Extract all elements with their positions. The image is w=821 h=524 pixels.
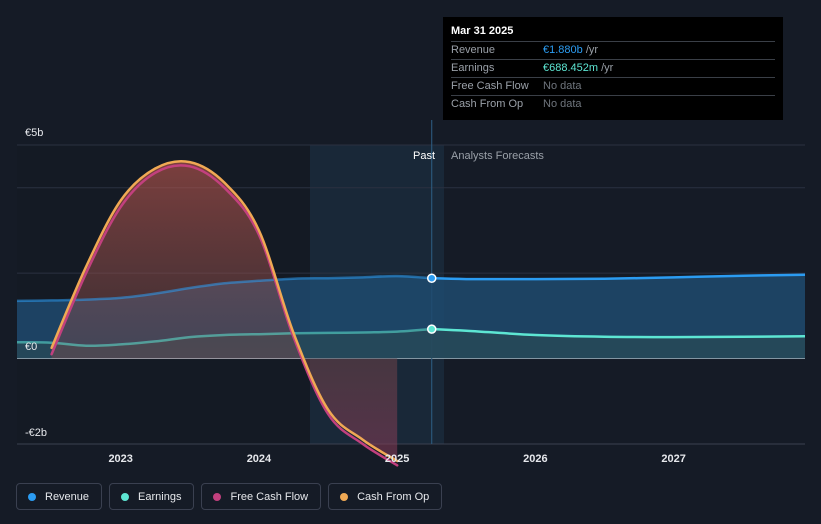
tooltip-value: €1.880b (543, 44, 583, 56)
tooltip-row-free-cash-flow: Free Cash Flow No data (451, 77, 775, 95)
earnings-marker (426, 324, 437, 334)
legend-label: Revenue (45, 490, 90, 503)
tooltip-unit: /yr (582, 44, 599, 56)
x-tick-label: 2024 (247, 453, 272, 465)
y-tick-label: -€2b (25, 427, 47, 439)
tooltip-value: €688.452m (543, 62, 599, 74)
tooltip-label: Earnings (451, 62, 495, 74)
x-tick-label: 2027 (661, 453, 685, 465)
revenue-line-past (16, 274, 432, 303)
forecast-label: Analysts Forecasts (451, 150, 544, 162)
tooltip-row-earnings: Earnings €688.452m /yr (451, 59, 775, 77)
tooltip-row-revenue: Revenue €1.880b /yr (451, 41, 775, 59)
earnings-line-forecast (431, 327, 806, 339)
cash-from-op-area (51, 161, 398, 462)
earnings-line-past (16, 327, 432, 348)
tooltip-row-cash-from-op: Cash From Op No data (451, 95, 775, 113)
tooltip: Mar 31 2025 Revenue €1.880b /yr Earnings… (443, 17, 783, 120)
revenue-line-forecast (431, 273, 806, 281)
x-tick-label: 2026 (523, 453, 547, 465)
legend-item-earnings[interactable]: Earnings (109, 483, 195, 510)
free-cash-flow-line (50, 164, 399, 467)
legend-item-cash-from-op[interactable]: Cash From Op (328, 483, 443, 510)
legend-item-revenue[interactable]: Revenue (16, 483, 103, 510)
x-tick-label: 2023 (108, 453, 132, 465)
past-label: Past (412, 150, 435, 162)
x-tick-label: 2025 (385, 453, 409, 465)
revenue-dot-icon (28, 492, 36, 501)
free-cash-flow-dot-icon (213, 492, 222, 501)
tooltip-value: No data (543, 98, 582, 110)
tooltip-label: Free Cash Flow (451, 80, 529, 92)
tooltip-value: No data (543, 80, 582, 92)
y-tick-label: €5b (25, 127, 43, 139)
tooltip-label: Cash From Op (451, 98, 524, 110)
legend-label: Earnings (138, 490, 182, 503)
y-tick-label: €0 (25, 341, 37, 353)
legend-label: Cash From Op (357, 490, 430, 503)
legend: Revenue Earnings Free Cash Flow Cash Fro… (16, 483, 443, 510)
legend-item-free-cash-flow[interactable]: Free Cash Flow (201, 483, 322, 510)
tooltip-unit: /yr (598, 62, 614, 74)
revenue-marker (426, 273, 437, 283)
tooltip-date: Mar 31 2025 (451, 25, 514, 37)
earnings-dot-icon (121, 492, 130, 501)
cash-from-op-dot-icon (340, 492, 349, 501)
cash-from-op-line (50, 159, 399, 463)
tooltip-label: Revenue (451, 44, 496, 56)
legend-label: Free Cash Flow (230, 490, 309, 503)
